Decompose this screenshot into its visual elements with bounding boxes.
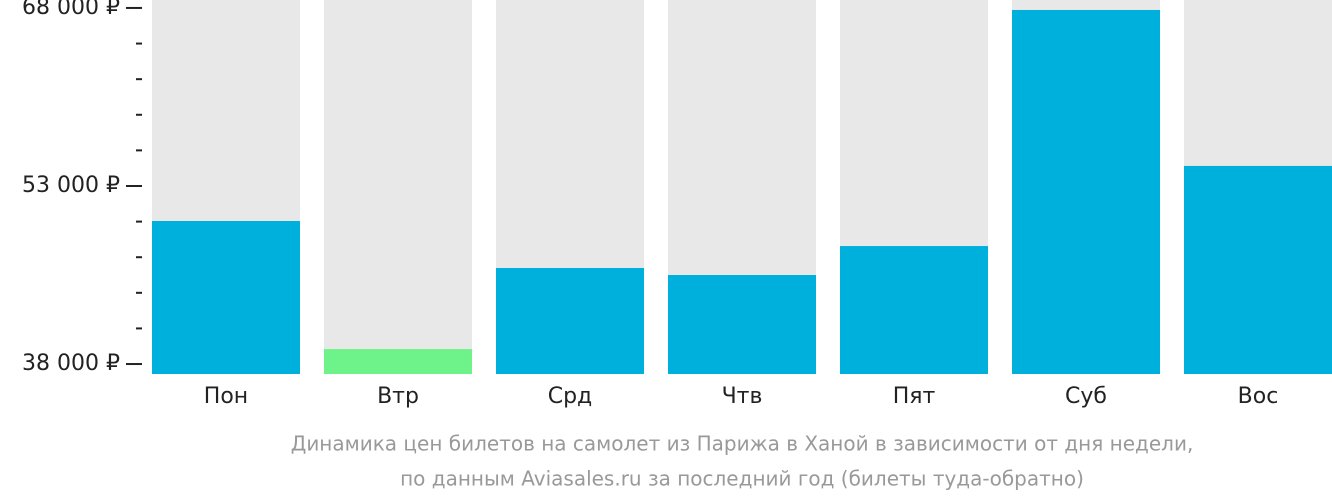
- x-tick-label: Вос: [1238, 384, 1279, 409]
- bar-background: [324, 0, 472, 374]
- caption: Динамика цен билетов на самолет из Париж…: [291, 432, 1194, 456]
- bar: [324, 349, 472, 374]
- bar: [1184, 165, 1332, 374]
- x-tick-label: Срд: [548, 384, 593, 409]
- y-tick-label: 38 000 ₽: [22, 351, 120, 376]
- x-tick-label: Втр: [377, 384, 419, 409]
- y-tick-label: 53 000 ₽: [22, 173, 120, 198]
- bar: [152, 221, 300, 374]
- x-tick-label: Суб: [1065, 384, 1107, 409]
- y-tick-label: 68 000 ₽: [22, 0, 120, 20]
- bar: [496, 268, 644, 374]
- bar: [840, 246, 988, 374]
- x-tick-label: Пят: [893, 384, 936, 409]
- x-tick-label: Чтв: [722, 384, 763, 409]
- bar: [1012, 9, 1160, 375]
- bar: [668, 275, 816, 374]
- x-tick-label: Пон: [204, 384, 248, 409]
- caption: по данным Aviasales.ru за последний год …: [400, 467, 1084, 491]
